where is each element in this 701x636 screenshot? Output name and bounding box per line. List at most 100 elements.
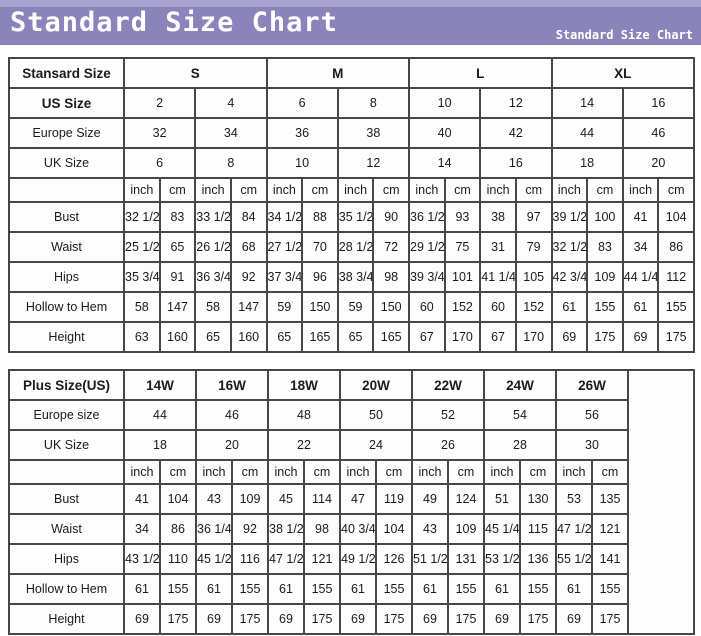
size-value-cell: 10: [265, 147, 339, 179]
page-title: Standard Size Chart: [10, 7, 338, 38]
measurement-cell: 53 1/2: [483, 543, 521, 575]
unit-cell: inch: [123, 177, 161, 203]
size-group-cell: 14W: [123, 369, 197, 401]
header-bar: Standard Size Chart Standard Size Chart: [0, 0, 701, 45]
row-label: Bust: [8, 201, 125, 233]
measurement-cell: 175: [447, 603, 485, 635]
size-value-cell: 26: [411, 429, 485, 461]
measurement-cell: 155: [159, 573, 197, 605]
measurement-cell: 25 1/2: [123, 231, 161, 263]
measurement-cell: 104: [159, 483, 197, 515]
size-value-cell: 4: [194, 87, 268, 119]
size-group-cell: 26W: [555, 369, 629, 401]
measurement-cell: 155: [447, 573, 485, 605]
measurement-cell: 104: [657, 201, 695, 233]
measurement-cell: 36 1/2: [408, 201, 446, 233]
size-value-cell: 46: [621, 117, 696, 149]
measurement-cell: 61: [195, 573, 233, 605]
measurement-cell: 135: [591, 483, 629, 515]
size-value-cell: 52: [411, 399, 485, 431]
measurement-cell: 34 1/2: [265, 201, 304, 233]
empty-column-cell: [627, 369, 695, 635]
size-value-cell: 20: [195, 429, 269, 461]
measurement-cell: 38 1/2: [267, 513, 305, 545]
measurement-cell: 29 1/2: [408, 231, 446, 263]
measurement-cell: 92: [229, 261, 268, 293]
size-value-cell: 42: [479, 117, 553, 149]
measurement-cell: 121: [591, 513, 629, 545]
measurement-cell: 67: [408, 321, 446, 353]
measurement-cell: 83: [586, 231, 624, 263]
plus-size-table: Plus Size(US) 14W 16W 18W 20W 22W 24W 26W Europe…: [8, 369, 695, 635]
size-value-cell: 46: [195, 399, 269, 431]
measurement-cell: 28 1/2: [336, 231, 375, 263]
corner-label: Stansard Size: [8, 57, 125, 89]
size-value-cell: 18: [550, 147, 624, 179]
row-label: Europe size: [8, 399, 125, 431]
tables-container: Stansard Size S M L XL US Size 2 4 6 8 10 12 14 16 Eur…: [0, 45, 701, 635]
unit-cell: inch: [555, 459, 593, 485]
unit-cell: inch: [336, 177, 375, 203]
measurement-cell: 61: [550, 291, 589, 323]
measurement-cell: 175: [159, 603, 197, 635]
measurement-cell: 155: [519, 573, 557, 605]
measurement-cell: 72: [372, 231, 410, 263]
measurement-cell: 55 1/2: [555, 543, 593, 575]
measurement-cell: 33 1/2: [194, 201, 232, 233]
size-value-cell: 14: [550, 87, 624, 119]
measurement-cell: 45: [267, 483, 305, 515]
measurement-cell: 155: [591, 573, 629, 605]
measurement-cell: 155: [375, 573, 413, 605]
measurement-cell: 32 1/2: [550, 231, 589, 263]
unit-cell: inch: [265, 177, 304, 203]
row-label: Waist: [8, 513, 125, 545]
unit-cell: inch: [483, 459, 521, 485]
unit-cell: cm: [372, 177, 410, 203]
row-label: UK Size: [8, 147, 125, 179]
measurement-cell: 47 1/2: [267, 543, 305, 575]
standard-sizes-grid: Stansard Size S M L XL US Size 2 4 6 8 10 12 14 16 Eur…: [8, 57, 696, 353]
measurement-cell: 34: [123, 513, 161, 545]
unit-cell: cm: [443, 177, 482, 203]
row-label: Height: [8, 321, 125, 353]
measurement-cell: 155: [231, 573, 269, 605]
measurement-cell: 175: [519, 603, 557, 635]
measurement-cell: 160: [229, 321, 268, 353]
measurement-cell: 59: [265, 291, 304, 323]
size-value-cell: 48: [267, 399, 341, 431]
measurement-cell: 98: [372, 261, 410, 293]
measurement-cell: 104: [375, 513, 413, 545]
measurement-cell: 61: [411, 573, 449, 605]
measurement-cell: 112: [657, 261, 695, 293]
size-group-cell: S: [123, 57, 268, 89]
measurement-cell: 109: [231, 483, 269, 515]
measurement-cell: 39 3/4: [408, 261, 446, 293]
size-value-cell: 38: [336, 117, 411, 149]
size-group-cell: XL: [550, 57, 695, 89]
unit-cell: inch: [123, 459, 161, 485]
size-value-cell: 54: [483, 399, 557, 431]
unit-cell: cm: [158, 177, 197, 203]
measurement-cell: 51 1/2: [411, 543, 449, 575]
measurement-cell: 40 3/4: [339, 513, 377, 545]
measurement-cell: 61: [555, 573, 593, 605]
measurement-cell: 65: [158, 231, 197, 263]
row-label: Hollow to Hem: [8, 573, 125, 605]
measurement-cell: 36 1/4: [195, 513, 233, 545]
size-value-cell: 8: [194, 147, 268, 179]
size-value-cell: 8: [336, 87, 411, 119]
size-value-cell: 32: [122, 117, 197, 149]
measurement-cell: 92: [231, 513, 269, 545]
size-value-cell: 28: [483, 429, 557, 461]
measurement-cell: 115: [519, 513, 557, 545]
measurement-cell: 41 1/4: [479, 261, 517, 293]
measurement-cell: 124: [447, 483, 485, 515]
unit-cell: cm: [159, 459, 197, 485]
measurement-cell: 175: [657, 321, 695, 353]
measurement-cell: 38 3/4: [336, 261, 375, 293]
measurement-cell: 155: [303, 573, 341, 605]
measurement-cell: 84: [229, 201, 268, 233]
measurement-cell: 49: [411, 483, 449, 515]
measurement-cell: 165: [372, 321, 410, 353]
measurement-cell: 35 3/4: [123, 261, 161, 293]
